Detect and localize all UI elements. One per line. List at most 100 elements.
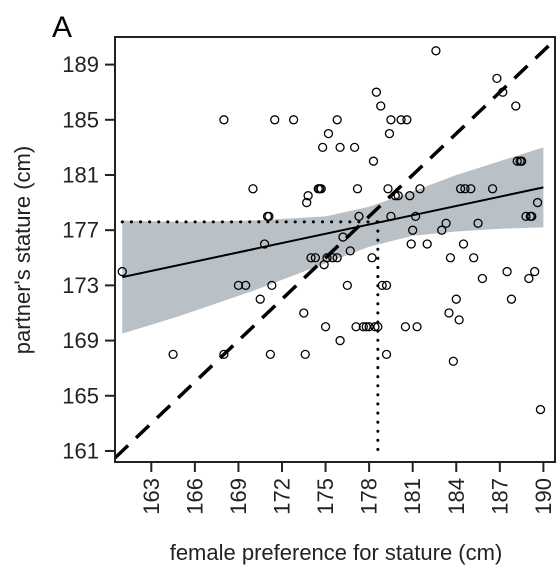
identity-line	[115, 38, 555, 460]
confidence-band	[122, 147, 544, 334]
data-point	[458, 239, 469, 249]
data-point	[441, 218, 451, 228]
data-point	[460, 184, 470, 194]
data-point	[373, 322, 383, 332]
data-point	[408, 225, 418, 235]
reference-lines-layer	[120, 220, 380, 458]
data-point	[241, 280, 251, 291]
data-point	[318, 142, 328, 153]
data-point	[390, 191, 400, 201]
data-point	[511, 101, 521, 111]
data-point	[498, 87, 508, 97]
data-point	[466, 184, 476, 194]
data-point	[492, 73, 502, 84]
data-point	[352, 184, 363, 194]
data-point	[381, 349, 392, 360]
x-tick-label: 184	[444, 478, 469, 515]
data-point	[455, 184, 466, 194]
data-point	[431, 46, 441, 56]
data-point	[506, 294, 517, 304]
x-tick-label: 169	[226, 478, 251, 515]
y-tick-label: 185	[62, 107, 99, 132]
data-point	[444, 308, 454, 318]
data-point	[299, 308, 309, 318]
x-tick-label: 163	[139, 478, 164, 515]
data-point	[383, 184, 393, 194]
data-point	[267, 280, 277, 291]
data-point	[168, 349, 178, 360]
regression-line	[122, 186, 544, 279]
data-point	[448, 356, 458, 366]
data-point	[259, 239, 270, 249]
data-point	[532, 197, 543, 208]
data-point	[410, 211, 421, 222]
y-tick-label: 177	[62, 218, 99, 243]
y-tick-label: 173	[62, 273, 99, 298]
data-point	[393, 191, 403, 201]
confidence-band-layer	[122, 147, 544, 334]
data-point	[376, 101, 386, 111]
data-point	[328, 253, 338, 263]
data-point	[300, 349, 310, 360]
x-tick-label: 166	[182, 478, 207, 515]
data-point	[381, 280, 392, 291]
data-point	[527, 211, 537, 222]
data-point	[351, 322, 361, 332]
data-point	[316, 184, 326, 194]
data-point	[323, 128, 334, 139]
data-point	[117, 266, 127, 277]
data-point	[406, 239, 416, 249]
data-point	[302, 197, 312, 208]
x-tick-label: 172	[269, 478, 294, 515]
data-point	[516, 156, 527, 166]
regression-line-layer	[122, 186, 544, 279]
data-point	[512, 156, 522, 166]
data-point	[288, 115, 299, 125]
data-point	[306, 253, 316, 263]
data-point	[370, 322, 380, 332]
data-point	[335, 335, 345, 346]
y-tick-label: 181	[62, 162, 99, 187]
data-point	[320, 322, 331, 332]
data-point	[338, 232, 348, 242]
data-point	[265, 349, 276, 360]
data-point	[219, 349, 229, 360]
data-point	[335, 142, 345, 153]
data-point	[400, 322, 411, 332]
data-point	[454, 315, 464, 325]
data-point	[487, 184, 498, 194]
data-point	[303, 191, 313, 201]
data-point	[368, 156, 379, 166]
panel-label: A	[52, 11, 72, 44]
x-tick-label: 178	[357, 478, 382, 515]
data-point	[396, 115, 406, 125]
x-tick-label: 187	[487, 478, 512, 515]
data-point	[402, 115, 412, 125]
plot-frame	[114, 36, 556, 463]
y-tick-label: 169	[62, 328, 99, 353]
data-point	[270, 115, 280, 125]
data-point	[219, 115, 229, 125]
y-axis: 161 165 169 173 177 181 185 189	[62, 52, 115, 463]
data-point	[264, 211, 274, 222]
data-point	[332, 115, 342, 125]
data-points-layer	[117, 46, 546, 415]
x-axis: 163 166 169 172 175 178 181 184 187 190	[139, 462, 556, 515]
data-point	[364, 322, 374, 332]
data-point	[422, 239, 432, 249]
data-point	[248, 184, 258, 194]
data-point	[473, 218, 483, 228]
y-tick-label: 165	[62, 383, 99, 408]
data-point	[530, 266, 540, 277]
data-point	[332, 253, 342, 263]
data-point	[451, 294, 461, 304]
data-point	[322, 253, 332, 263]
data-point	[445, 253, 456, 263]
data-point	[521, 211, 531, 222]
data-point	[386, 211, 396, 222]
y-axis-label: partner's stature (cm)	[10, 146, 35, 354]
data-point	[386, 115, 396, 125]
data-point	[354, 211, 364, 222]
y-tick-label: 189	[62, 52, 99, 77]
data-point	[437, 225, 447, 235]
